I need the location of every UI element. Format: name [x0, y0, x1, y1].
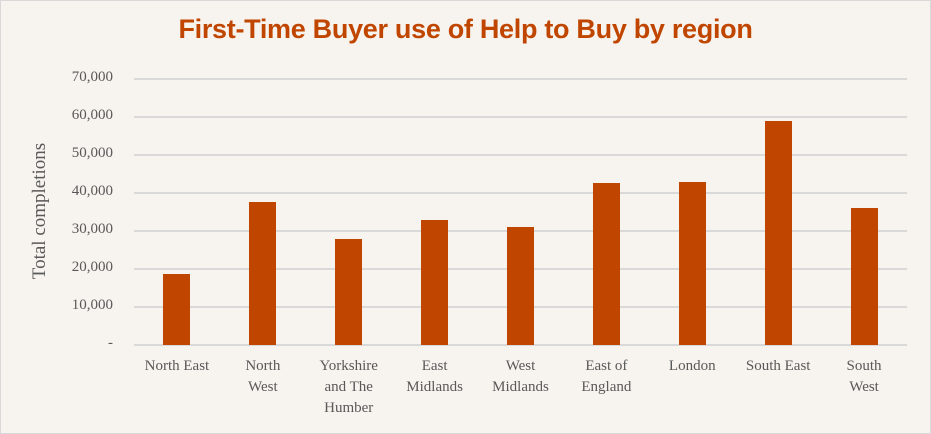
x-tick-label: North West [245, 358, 281, 395]
gridline [134, 192, 907, 194]
gridline [134, 344, 907, 346]
x-tick-label: West Midlands [492, 358, 549, 395]
y-tick-label: 30,000 [71, 221, 113, 237]
bar [335, 238, 363, 345]
bar [163, 273, 191, 345]
bar [592, 183, 620, 345]
bar [249, 202, 277, 345]
gridline [134, 154, 907, 156]
gridline [134, 78, 907, 80]
x-tick-label: East of England [581, 358, 632, 395]
y-tick-label: 20,000 [71, 259, 113, 275]
x-tick-label: East Midlands [406, 358, 463, 395]
y-tick-label: 70,000 [71, 69, 113, 85]
y-tick-label: 50,000 [71, 145, 113, 161]
x-tick-label: North East [144, 358, 210, 374]
bar [678, 181, 706, 345]
y-tick-label: - [108, 335, 113, 351]
bar [764, 120, 792, 345]
x-tick-label: South East [745, 358, 811, 374]
bar [507, 227, 534, 345]
gridline [134, 116, 907, 118]
y-tick-label: 60,000 [71, 107, 113, 123]
y-tick-label: 40,000 [71, 183, 113, 199]
chart-title: First-Time Buyer use of Help to Buy by r… [178, 14, 753, 44]
x-tick-label: Yorkshire and The Humber [319, 358, 378, 416]
y-tick-label: 10,000 [71, 297, 113, 313]
bar [850, 208, 878, 345]
bar [421, 219, 449, 345]
x-tick-label: South West [846, 358, 882, 395]
x-tick-label: London [668, 358, 716, 374]
